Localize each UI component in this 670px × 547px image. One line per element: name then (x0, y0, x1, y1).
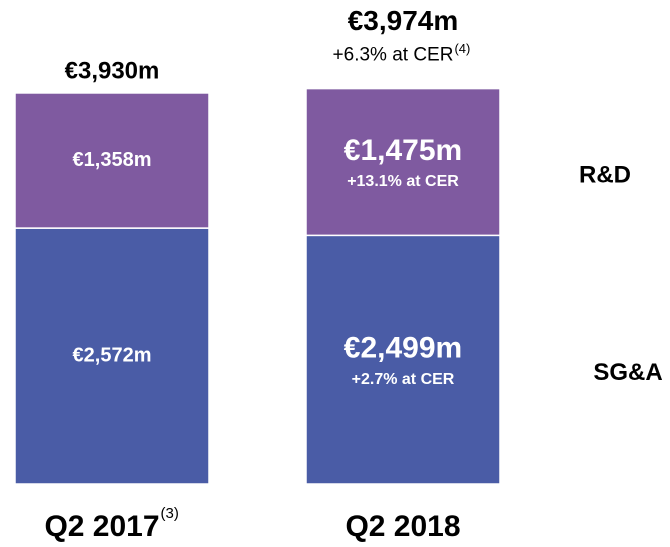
value-label: €2,499m (344, 332, 462, 365)
value-label: €2,572m (73, 344, 152, 366)
total-note: +6.3% at CER (333, 45, 454, 66)
bar-segment (305, 87, 501, 237)
value-label: €1,475m (344, 134, 462, 167)
superscript: (3) (161, 505, 179, 522)
value-note: +13.1% at CER (347, 173, 459, 190)
total-label: €3,974m (348, 5, 459, 36)
legend-label: SG&A (593, 359, 662, 386)
total-label: €3,930m (65, 57, 160, 84)
bar-segment (14, 227, 210, 485)
x-tick-label: Q2 2018 (345, 510, 460, 543)
superscript: (4) (454, 41, 470, 56)
value-note: +2.7% at CER (352, 371, 455, 388)
value-label: €1,358m (73, 149, 152, 171)
legend-label: R&D (579, 161, 631, 188)
bar-segment (14, 92, 210, 229)
x-tick-label: Q2 2017 (44, 510, 159, 543)
